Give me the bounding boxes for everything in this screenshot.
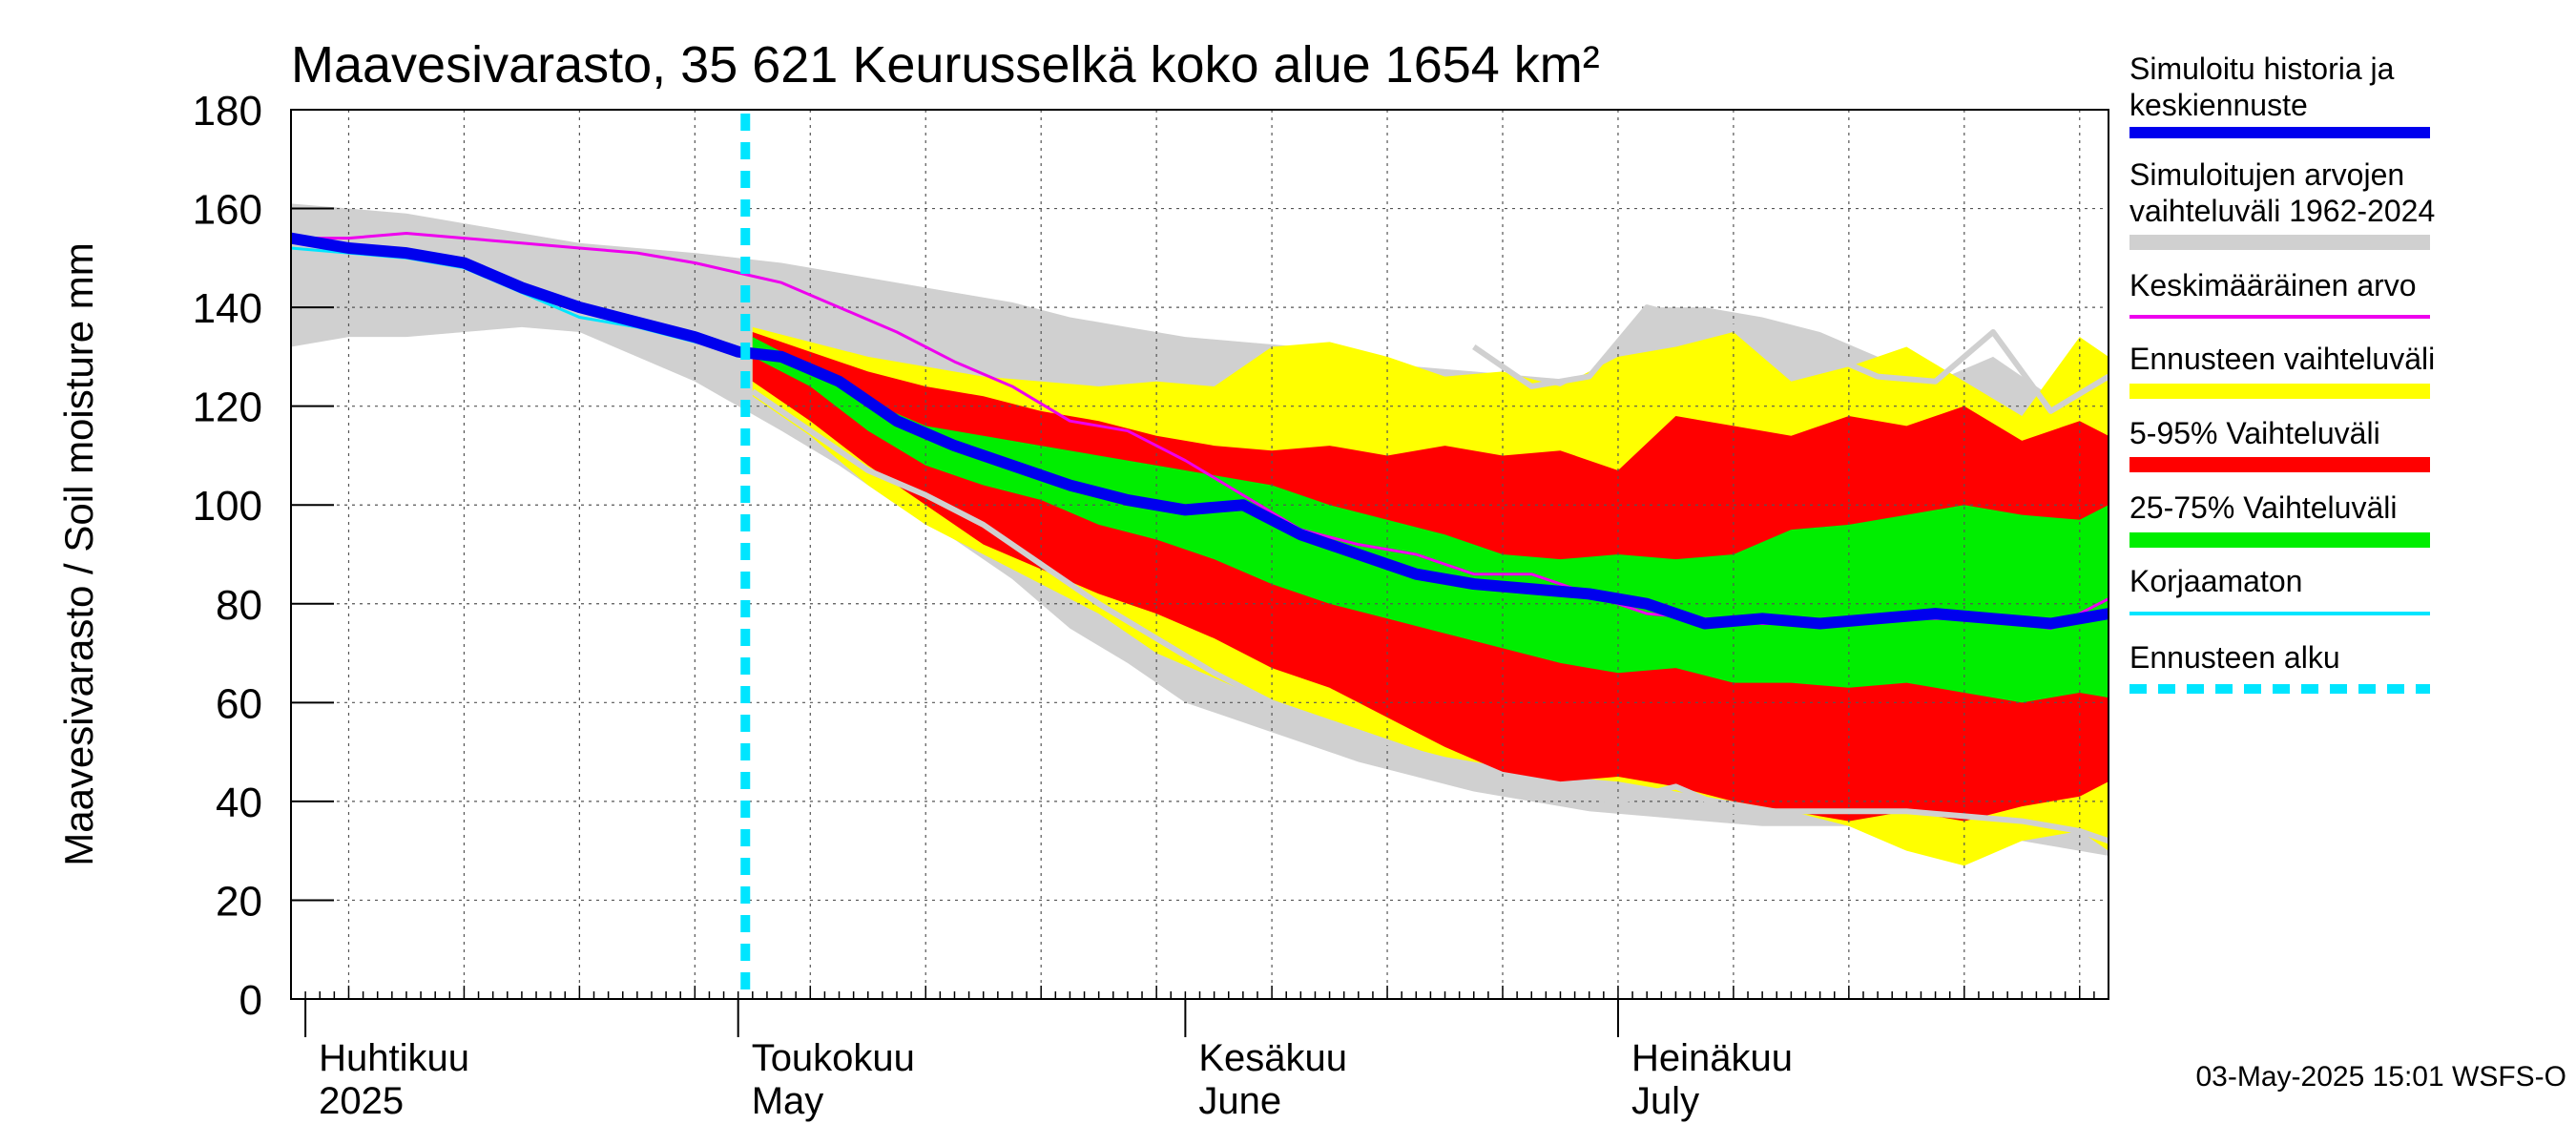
legend-item-simuloitujen-arvojen-vaihteluv-li-1962-2024: Simuloitujen arvojen vaihteluväli 1962-20… (2129, 157, 2435, 250)
y-axis: 0 20 40 60 80 100 120 140 160 180 (193, 88, 334, 1024)
month-label-fi: Heinäkuu (1631, 1037, 1793, 1079)
line-simuloitujen-arvojen-vaihteluv-li-ennuste-min (751, 388, 2109, 844)
line-simuloitujen-arvojen-vaihteluv-li-ennuste-max (1472, 304, 2110, 414)
timestamp: 03-May-2025 15:01 WSFS-O (2196, 1061, 2567, 1093)
legend-label: Ennusteen vaihteluväli (2129, 342, 2435, 376)
legend: Simuloitu historia ja keskiennuste Simuloi… (2129, 52, 2435, 694)
month-label-en: July (1631, 1080, 1699, 1122)
legend-item-ennusteen-alku: Ennusteen alku (2129, 640, 2430, 694)
legend-item-keskim-r-inen-arvo: Keskimääräinen arvo (2129, 268, 2430, 319)
band-25-75-vaihteluv-li (752, 337, 2109, 703)
y-tick-label: 20 (216, 878, 262, 925)
y-tick-label: 60 (216, 680, 262, 727)
legend-item-25-75-vaihteluv-li: 25-75% Vaihteluväli (2129, 490, 2430, 548)
legend-label: Simuloitu historia ja keskiennuste (2129, 52, 2395, 122)
month-label-en: June (1198, 1080, 1281, 1122)
line-simuloitu-historia-ja-keskiennuste (289, 232, 2110, 630)
legend-label: 25-75% Vaihteluväli (2129, 490, 2397, 525)
month-label-fi: Toukokuu (752, 1037, 915, 1079)
y-tick-label: 120 (193, 385, 262, 431)
y-tick-label: 0 (239, 977, 262, 1024)
legend-item-korjaamaton: Korjaamaton (2129, 564, 2430, 615)
y-tick-label: 100 (193, 483, 262, 530)
legend-label: Simuloitujen arvojen vaihteluväli 1962-20… (2129, 157, 2435, 228)
y-tick-label: 80 (216, 582, 262, 629)
legend-label: Keskimääräinen arvo (2129, 268, 2417, 302)
legend-item-ennusteen-vaihteluv-li: Ennusteen vaihteluväli (2129, 342, 2435, 399)
y-tick-label: 40 (216, 780, 262, 826)
y-axis-label: Maavesivarasto / Soil moisture mm (56, 242, 101, 866)
month-label-fi: Kesäkuu (1198, 1037, 1347, 1079)
legend-label: 5-95% Vaihteluväli (2129, 416, 2380, 450)
y-tick-label: 140 (193, 285, 262, 332)
month-label-fi: Huhtikuu (319, 1037, 469, 1079)
bands-layer (291, 203, 2109, 866)
legend-label: Ennusteen alku (2129, 640, 2340, 675)
legend-label: Korjaamaton (2129, 564, 2302, 598)
y-tick-label: 180 (193, 88, 262, 135)
y-tick-label: 160 (193, 187, 262, 234)
month-label-en: 2025 (319, 1080, 404, 1122)
legend-item-simuloitu-historia-ja-keskiennuste: Simuloitu historia ja keskiennuste (2129, 52, 2430, 138)
month-label-en: May (752, 1080, 824, 1122)
legend-item-5-95-vaihteluv-li: 5-95% Vaihteluväli (2129, 416, 2430, 472)
series-lines-layer (289, 231, 2110, 844)
chart-title: Maavesivarasto, 35 621 Keurusselkä koko … (291, 36, 1600, 94)
